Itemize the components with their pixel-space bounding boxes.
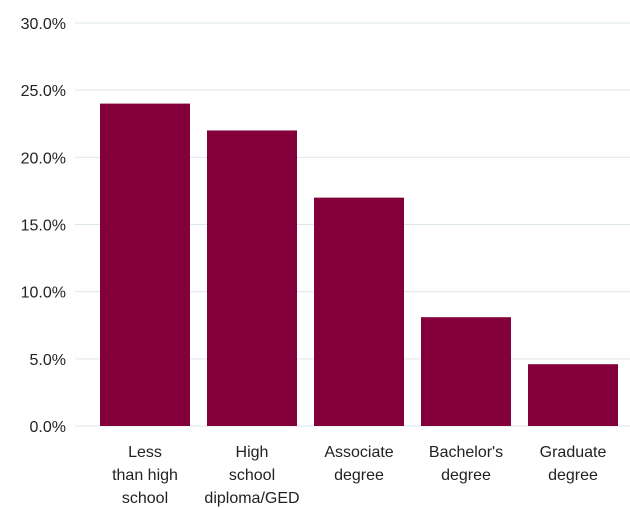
x-category-label: Less than high school (112, 444, 178, 507)
x-category-label-line: than high (112, 467, 178, 484)
bar (314, 197, 404, 426)
x-category-label-line: degree (441, 467, 491, 484)
y-axis-tick-labels: 0.0% 5.0% 10.0% 15.0% 20.0% 25.0% 30.0% (21, 16, 66, 436)
bar (100, 103, 190, 426)
x-category-label: Associate degree (324, 444, 393, 484)
x-category-label: Bachelor's degree (429, 444, 503, 484)
bars (100, 103, 618, 426)
x-axis-category-labels: Less than high school High school diploma/GED… (112, 444, 606, 507)
x-category-label: High school diploma/GED (204, 444, 299, 507)
bar (421, 317, 511, 426)
x-category-label-line: High (236, 444, 269, 461)
x-category-label-line: school (229, 467, 275, 484)
y-tick-label: 5.0% (30, 352, 66, 369)
y-tick-label: 25.0% (21, 83, 66, 100)
x-category-label-line: degree (334, 467, 384, 484)
x-category-label-line: Associate (324, 444, 393, 461)
x-category-label-line: school (122, 490, 168, 507)
x-category-label: Graduate degree (540, 444, 607, 484)
x-category-label-line: Less (128, 444, 162, 461)
bar (528, 364, 618, 426)
x-category-label-line: degree (548, 467, 598, 484)
y-tick-label: 0.0% (30, 419, 66, 436)
x-category-label-line: diploma/GED (204, 490, 299, 507)
x-category-label-line: Bachelor's (429, 444, 503, 461)
y-tick-label: 15.0% (21, 218, 66, 235)
x-category-label-line: Graduate (540, 444, 607, 461)
y-tick-label: 30.0% (21, 16, 66, 33)
bar (207, 130, 297, 426)
y-tick-label: 20.0% (21, 150, 66, 167)
y-tick-label: 10.0% (21, 285, 66, 302)
